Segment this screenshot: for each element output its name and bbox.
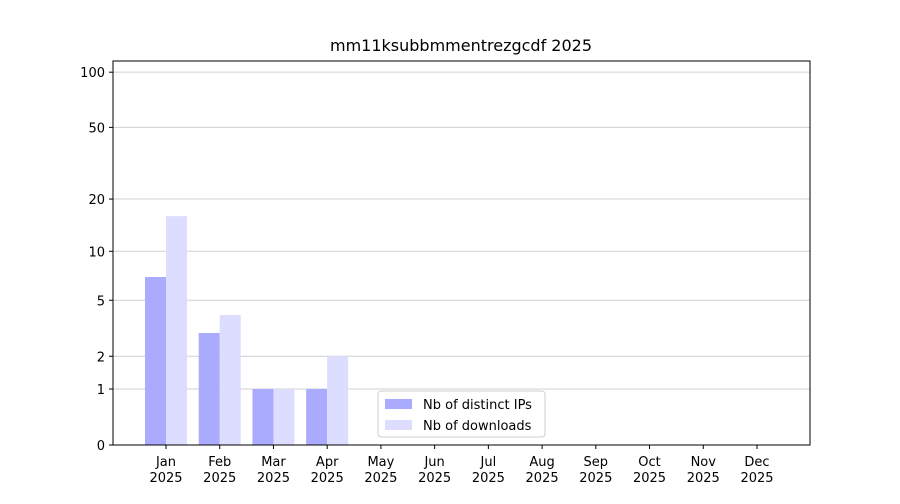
legend-swatch bbox=[385, 399, 412, 409]
x-tick-label: Apr 2025 bbox=[311, 455, 344, 486]
bar bbox=[198, 333, 220, 445]
x-tick-label: Feb 2025 bbox=[203, 455, 236, 486]
bar bbox=[252, 389, 274, 445]
y-tick-label: 20 bbox=[88, 193, 105, 208]
x-tick-label: Aug 2025 bbox=[526, 455, 559, 486]
bar bbox=[219, 314, 241, 445]
legend-label: Nb of downloads bbox=[423, 419, 532, 434]
x-tick-label: Mar 2025 bbox=[257, 455, 290, 486]
plot-frame bbox=[112, 60, 811, 446]
y-tick-label: 2 bbox=[97, 350, 105, 365]
bar bbox=[145, 277, 166, 445]
x-tick-label: May 2025 bbox=[364, 455, 397, 486]
x-tick-label: Jul 2025 bbox=[472, 455, 505, 486]
bar bbox=[166, 216, 187, 445]
bar bbox=[306, 389, 328, 445]
y-tick-label: 50 bbox=[88, 121, 105, 136]
legend-label: Nb of distinct IPs bbox=[423, 398, 532, 413]
x-tick-label: Sep 2025 bbox=[579, 455, 612, 486]
x-tick-label: Oct 2025 bbox=[633, 455, 666, 486]
bar bbox=[327, 356, 349, 445]
legend-box bbox=[377, 390, 546, 438]
bar bbox=[273, 389, 295, 445]
chart-title: mm11ksubbmmentrezgcdf 2025 bbox=[330, 36, 592, 55]
x-tick-label: Jan 2025 bbox=[149, 455, 182, 486]
y-tick-label: 10 bbox=[88, 245, 105, 260]
x-tick-label: Dec 2025 bbox=[740, 455, 773, 486]
x-tick-label: Jun 2025 bbox=[418, 455, 451, 486]
legend: Nb of distinct IPs Nb of downloads bbox=[377, 390, 546, 438]
y-tick-label: 100 bbox=[80, 66, 105, 81]
x-tick-label: Nov 2025 bbox=[687, 455, 720, 486]
y-tick-label: 1 bbox=[97, 383, 105, 398]
y-tick-label: 0 bbox=[97, 439, 105, 454]
legend-swatch bbox=[385, 420, 412, 430]
y-tick-label: 5 bbox=[97, 294, 105, 309]
